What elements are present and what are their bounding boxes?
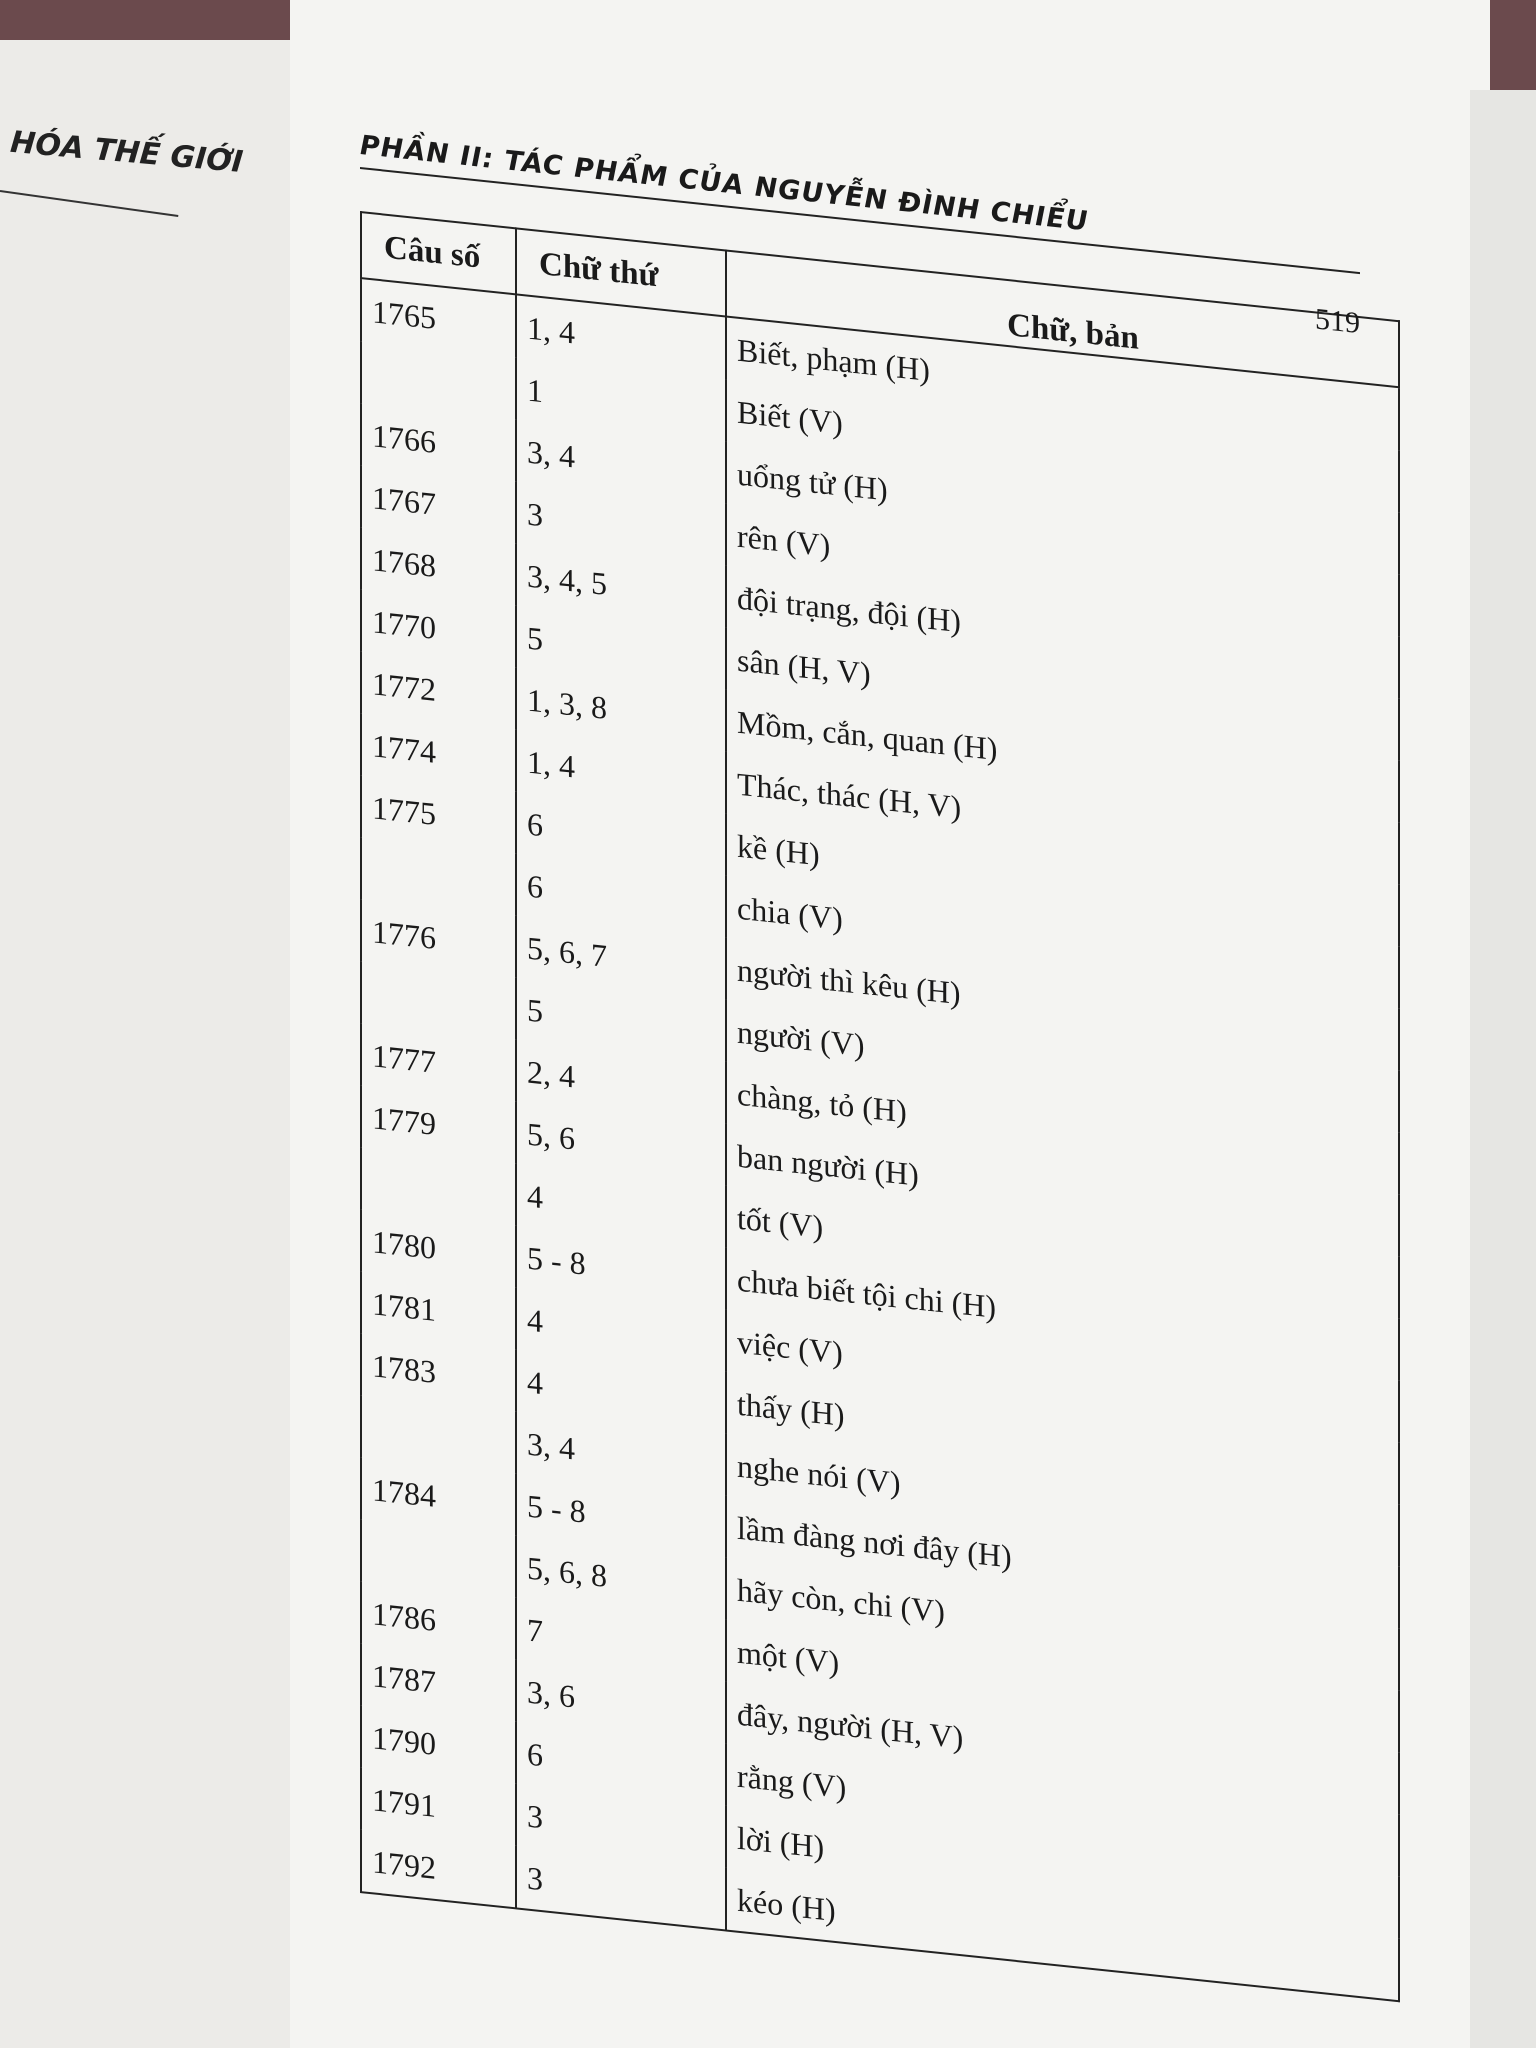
- table: Câu số Chữ thứ Chữ, bản 1765 1, 4 Biết, phạm…: [360, 211, 1400, 2003]
- left-page: HÓA THẾ GIỚI: [0, 40, 290, 2048]
- page-edge: [1470, 90, 1536, 2048]
- left-header: HÓA THẾ GIỚI: [8, 124, 245, 181]
- page-number: 519: [1315, 302, 1360, 341]
- page-content: PHẦN II: TÁC PHẨM CỦA NGUYỄN ĐÌNH CHIỂU …: [360, 130, 1400, 2003]
- right-page: [290, 0, 1490, 2048]
- rule: [0, 190, 179, 218]
